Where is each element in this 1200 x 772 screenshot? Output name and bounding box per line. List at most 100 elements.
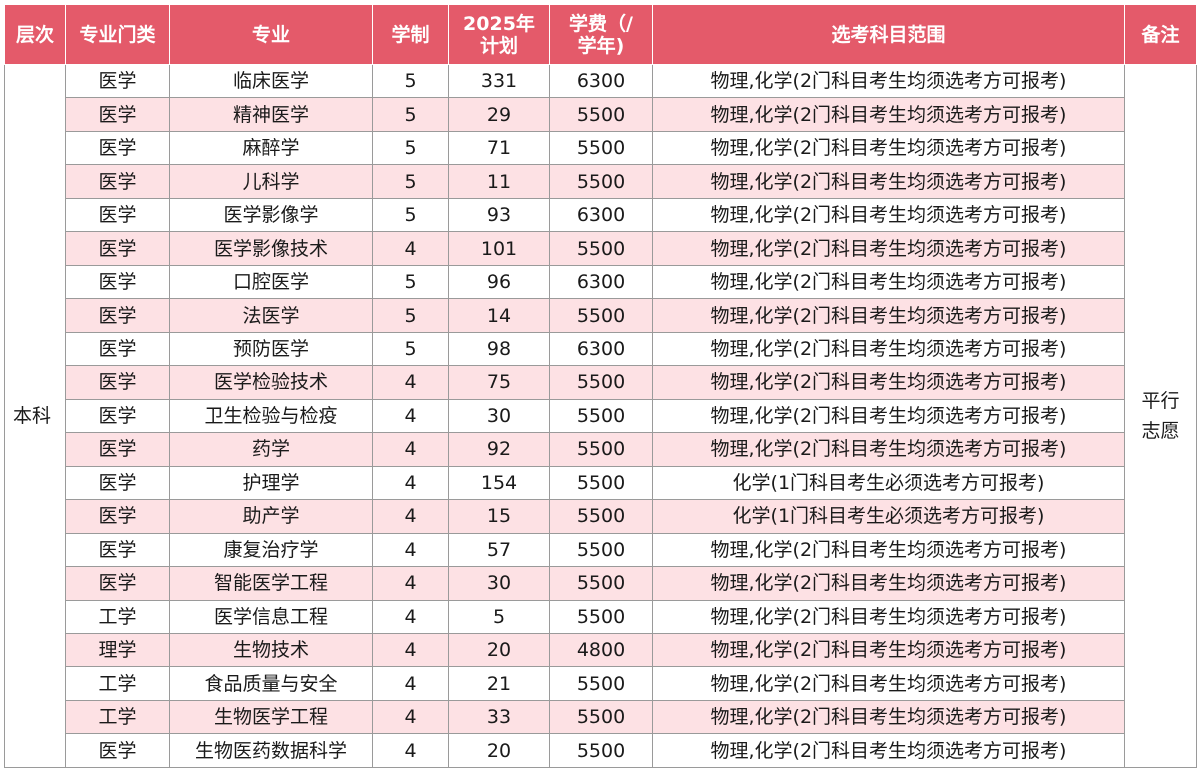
plan-cell: 71 <box>448 130 550 166</box>
duration-cell: 4 <box>372 398 449 434</box>
subjects-cell: 物理,化学(2门科目考生均须选考方可报考) <box>652 130 1125 166</box>
subjects-cell: 物理,化学(2门科目考生均须选考方可报考) <box>652 331 1125 367</box>
header-plan-line2: 计划 <box>479 34 518 57</box>
category-cell: 医学 <box>65 231 170 266</box>
table-row: 医学 药学 4 92 5500 物理,化学(2门科目考生均须选考方可报考) <box>5 432 1197 467</box>
plan-cell: 331 <box>448 63 550 99</box>
fee-cell: 6300 <box>549 264 653 300</box>
duration-cell: 5 <box>372 264 449 300</box>
plan-cell: 92 <box>448 432 550 467</box>
duration-cell: 4 <box>372 599 449 634</box>
table-row: 医学 医学影像技术 4 101 5500 物理,化学(2门科目考生均须选考方可报考) <box>5 231 1197 266</box>
fee-cell: 5500 <box>549 231 653 266</box>
major-cell: 生物医药数据科学 <box>169 733 373 768</box>
major-cell: 食品质量与安全 <box>169 666 373 701</box>
fee-cell: 5500 <box>549 733 653 768</box>
major-cell: 卫生检验与检疫 <box>169 398 373 434</box>
plan-cell: 154 <box>448 465 550 501</box>
table-row: 工学 食品质量与安全 4 21 5500 物理,化学(2门科目考生均须选考方可报考) <box>5 666 1197 701</box>
major-cell: 医学影像学 <box>169 197 373 233</box>
duration-cell: 5 <box>372 97 449 132</box>
header-note: 备注 <box>1124 4 1197 65</box>
table-row: 医学 麻醉学 5 71 5500 物理,化学(2门科目考生均须选考方可报考) <box>5 130 1197 166</box>
fee-cell: 6300 <box>549 331 653 367</box>
subjects-cell: 物理,化学(2门科目考生均须选考方可报考) <box>652 532 1125 568</box>
table-row: 医学 口腔医学 5 96 6300 物理,化学(2门科目考生均须选考方可报考) <box>5 264 1197 300</box>
plan-cell: 30 <box>448 398 550 434</box>
table-row: 工学 医学信息工程 4 5 5500 物理,化学(2门科目考生均须选考方可报考) <box>5 599 1197 634</box>
category-cell: 工学 <box>65 699 170 735</box>
fee-cell: 6300 <box>549 197 653 233</box>
category-cell: 医学 <box>65 365 170 400</box>
header-plan: 2025年 计划 <box>448 4 550 65</box>
major-cell: 精神医学 <box>169 97 373 132</box>
duration-cell: 4 <box>372 733 449 768</box>
header-row: 层次 专业门类 专业 学制 2025年 计划 学费（/ 学年) 选考科目范围 备… <box>4 4 1197 65</box>
category-cell: 医学 <box>65 298 170 333</box>
category-cell: 医学 <box>65 164 170 199</box>
duration-cell: 4 <box>372 365 449 400</box>
plan-cell: 15 <box>448 499 550 534</box>
duration-cell: 5 <box>372 331 449 367</box>
major-cell: 预防医学 <box>169 331 373 367</box>
category-cell: 医学 <box>65 566 170 601</box>
plan-cell: 98 <box>448 331 550 367</box>
table-row: 医学 生物医药数据科学 4 20 5500 物理,化学(2门科目考生均须选考方可报考) <box>5 733 1197 768</box>
plan-cell: 5 <box>448 599 550 634</box>
subjects-cell: 物理,化学(2门科目考生均须选考方可报考) <box>652 365 1125 400</box>
table-row: 医学 法医学 5 14 5500 物理,化学(2门科目考生均须选考方可报考) <box>5 298 1197 333</box>
subjects-cell: 化学(1门科目考生必须选考方可报考) <box>652 499 1125 534</box>
header-major: 专业 <box>169 4 373 65</box>
category-cell: 工学 <box>65 599 170 634</box>
table-row: 工学 生物医学工程 4 33 5500 物理,化学(2门科目考生均须选考方可报考) <box>5 699 1197 735</box>
table-row: 医学 护理学 4 154 5500 化学(1门科目考生必须选考方可报考) <box>5 465 1197 501</box>
duration-cell: 4 <box>372 532 449 568</box>
major-cell: 麻醉学 <box>169 130 373 166</box>
table-row: 本科 医学 临床医学 5 331 6300 物理,化学(2门科目考生均须选考方可报考) 平行志… <box>4 63 1197 768</box>
plan-cell: 21 <box>448 666 550 701</box>
category-cell: 医学 <box>65 733 170 768</box>
table-row: 医学 康复治疗学 4 57 5500 物理,化学(2门科目考生均须选考方可报考) <box>5 532 1197 568</box>
header-fee-line2: 学年) <box>577 34 625 57</box>
fee-cell: 5500 <box>549 532 653 568</box>
major-cell: 医学影像技术 <box>169 231 373 266</box>
category-cell: 医学 <box>65 130 170 166</box>
fee-cell: 5500 <box>549 298 653 333</box>
major-cell: 医学检验技术 <box>169 365 373 400</box>
major-cell: 智能医学工程 <box>169 566 373 601</box>
duration-cell: 4 <box>372 432 449 467</box>
subjects-cell: 物理,化学(2门科目考生均须选考方可报考) <box>652 264 1125 300</box>
subjects-cell: 化学(1门科目考生必须选考方可报考) <box>652 465 1125 501</box>
fee-cell: 5500 <box>549 164 653 199</box>
fee-cell: 5500 <box>549 566 653 601</box>
header-fee-line1: 学费（/ <box>569 12 633 35</box>
major-cell: 儿科学 <box>169 164 373 199</box>
table-row: 医学 儿科学 5 11 5500 物理,化学(2门科目考生均须选考方可报考) <box>5 164 1197 199</box>
header-category: 专业门类 <box>65 4 170 65</box>
duration-cell: 4 <box>372 231 449 266</box>
category-cell: 医学 <box>65 63 170 99</box>
header-plan-line1: 2025年 <box>463 12 535 35</box>
duration-cell: 5 <box>372 298 449 333</box>
table-row: 医学 卫生检验与检疫 4 30 5500 物理,化学(2门科目考生均须选考方可报考) <box>5 398 1197 434</box>
plan-cell: 20 <box>448 733 550 768</box>
table-row: 医学 智能医学工程 4 30 5500 物理,化学(2门科目考生均须选考方可报考) <box>5 566 1197 601</box>
major-cell: 药学 <box>169 432 373 467</box>
fee-cell: 5500 <box>549 97 653 132</box>
fee-cell: 4800 <box>549 632 653 668</box>
major-cell: 生物技术 <box>169 632 373 668</box>
fee-cell: 5500 <box>549 398 653 434</box>
subjects-cell: 物理,化学(2门科目考生均须选考方可报考) <box>652 197 1125 233</box>
fee-cell: 5500 <box>549 499 653 534</box>
table-body: 本科 医学 临床医学 5 331 6300 物理,化学(2门科目考生均须选考方可报考) 平行志… <box>4 63 1197 768</box>
category-cell: 医学 <box>65 264 170 300</box>
note-line2: 志愿 <box>1141 420 1180 442</box>
fee-cell: 5500 <box>549 130 653 166</box>
fee-cell: 5500 <box>549 666 653 701</box>
note-cell: 平行 志愿 <box>1124 64 1197 768</box>
plan-cell: 75 <box>448 365 550 400</box>
plan-cell: 29 <box>448 97 550 132</box>
subjects-cell: 物理,化学(2门科目考生均须选考方可报考) <box>652 699 1125 735</box>
duration-cell: 5 <box>372 197 449 233</box>
duration-cell: 4 <box>372 699 449 735</box>
